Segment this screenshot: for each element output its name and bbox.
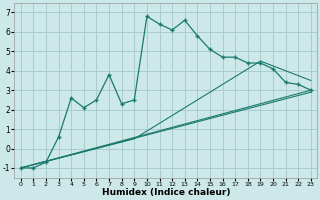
X-axis label: Humidex (Indice chaleur): Humidex (Indice chaleur): [101, 188, 230, 197]
